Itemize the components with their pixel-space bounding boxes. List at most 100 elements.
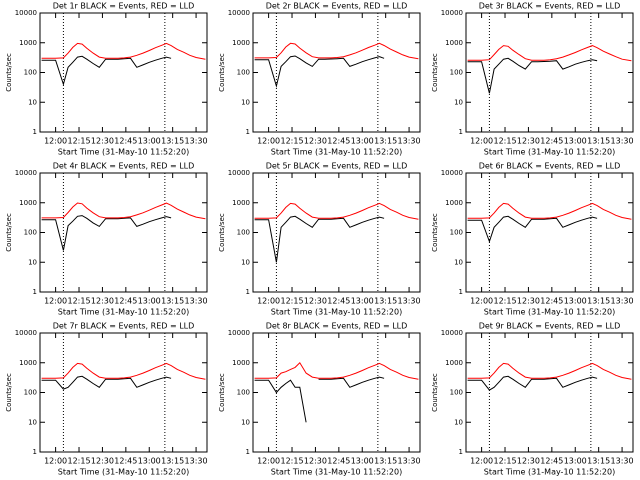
y-tick-label: 100 [237,69,250,77]
series-line [467,57,598,94]
x-tick-label: 12:00 [470,137,493,146]
series-line [41,362,206,380]
y-tick-label: 1000 [232,359,250,367]
x-tick-label: 13:30 [185,137,208,146]
y-axis-label: Counts/sec [431,213,439,252]
x-tick-label: 12:15 [280,297,303,306]
y-tick-label: 10 [241,98,250,106]
y-tick-label: 10 [454,418,463,426]
y-tick-label: 1 [33,128,37,136]
y-axis-label: Counts/sec [218,53,226,92]
x-tick-label: 13:30 [185,457,208,466]
x-tick-label: 13:00 [351,137,374,146]
y-tick-label: 100 [24,389,37,397]
y-tick-label: 1000 [19,39,37,47]
x-tick-label: 13:15 [587,457,610,466]
x-tick-label: 12:30 [91,297,114,306]
x-tick-label: 12:15 [67,457,90,466]
y-tick-label: 1 [33,448,37,456]
x-tick-label: 12:15 [280,457,303,466]
y-tick-label: 10000 [441,169,463,177]
x-tick-label: 12:15 [67,137,90,146]
y-tick-label: 10000 [15,329,37,337]
y-tick-label: 1 [459,288,463,296]
x-tick-label: 13:30 [398,137,421,146]
series-line [254,55,385,89]
x-tick-label: 12:00 [257,297,280,306]
y-tick-label: 1000 [445,359,463,367]
y-tick-label: 100 [237,389,250,397]
x-tick-label: 12:30 [304,457,327,466]
series-line [41,215,172,251]
panel-title: Det 9r BLACK = Events, RED = LLD [479,322,621,331]
series-line [467,375,598,391]
x-tick-label: 13:00 [564,297,587,306]
x-tick-label: 12:15 [280,137,303,146]
x-tick-label: 13:15 [374,457,397,466]
x-axis-label: Start Time (31-May-10 11:52:20) [58,308,189,317]
x-tick-label: 13:15 [587,297,610,306]
x-tick-label: 13:00 [351,297,374,306]
y-tick-label: 100 [24,69,37,77]
x-tick-label: 12:00 [470,457,493,466]
y-axis-label: Counts/sec [218,213,226,252]
y-axis-label: Counts/sec [431,53,439,92]
panel-title: Det 6r BLACK = Events, RED = LLD [479,162,621,171]
y-tick-label: 10000 [441,329,463,337]
y-tick-label: 1000 [445,39,463,47]
x-tick-label: 13:30 [185,297,208,306]
x-tick-label: 12:30 [91,137,114,146]
y-tick-label: 100 [450,389,463,397]
x-tick-label: 12:00 [44,137,67,146]
x-tick-label: 12:15 [67,297,90,306]
x-tick-label: 12:00 [470,297,493,306]
x-tick-label: 13:15 [374,137,397,146]
series-line [254,376,385,423]
plot-frame [39,12,208,133]
y-tick-label: 1000 [445,199,463,207]
x-axis-label: Start Time (31-May-10 11:52:20) [484,308,615,317]
x-tick-label: 13:00 [564,137,587,146]
series-line [41,375,172,390]
x-tick-label: 12:30 [304,137,327,146]
x-tick-label: 12:15 [493,137,516,146]
x-axis-label: Start Time (31-May-10 11:52:20) [58,468,189,477]
x-tick-label: 12:45 [540,137,563,146]
y-tick-label: 10000 [15,9,37,17]
y-axis-label: Counts/sec [218,373,226,412]
x-tick-label: 12:45 [114,297,137,306]
x-tick-label: 13:15 [587,137,610,146]
x-axis-label: Start Time (31-May-10 11:52:20) [58,148,189,157]
plot-frame [465,332,634,453]
y-axis-label: Counts/sec [5,213,13,252]
y-tick-label: 100 [450,229,463,237]
series-line [254,42,419,60]
x-tick-label: 12:45 [114,137,137,146]
x-axis-label: Start Time (31-May-10 11:52:20) [271,148,402,157]
panel-title: Det 8r BLACK = Events, RED = LLD [266,322,408,331]
x-tick-label: 13:00 [138,457,161,466]
y-tick-label: 100 [237,229,250,237]
panel-title: Det 5r BLACK = Events, RED = LLD [266,162,408,171]
y-tick-label: 1 [459,128,463,136]
y-axis-label: Counts/sec [5,373,13,412]
series-line [41,55,172,87]
x-tick-label: 12:45 [540,457,563,466]
x-tick-label: 13:15 [374,297,397,306]
plot-frame [252,332,421,453]
y-tick-label: 10 [241,258,250,266]
x-tick-label: 12:15 [493,297,516,306]
x-tick-label: 12:45 [327,137,350,146]
series-line [41,42,206,60]
x-tick-label: 13:00 [138,297,161,306]
x-tick-label: 13:00 [138,137,161,146]
x-tick-label: 13:30 [611,457,634,466]
y-tick-label: 10000 [441,9,463,17]
y-tick-label: 10 [28,98,37,106]
series-line [467,45,632,62]
plot-frame [39,332,208,453]
series-line [467,202,632,220]
x-tick-label: 12:30 [517,457,540,466]
y-tick-label: 100 [24,229,37,237]
